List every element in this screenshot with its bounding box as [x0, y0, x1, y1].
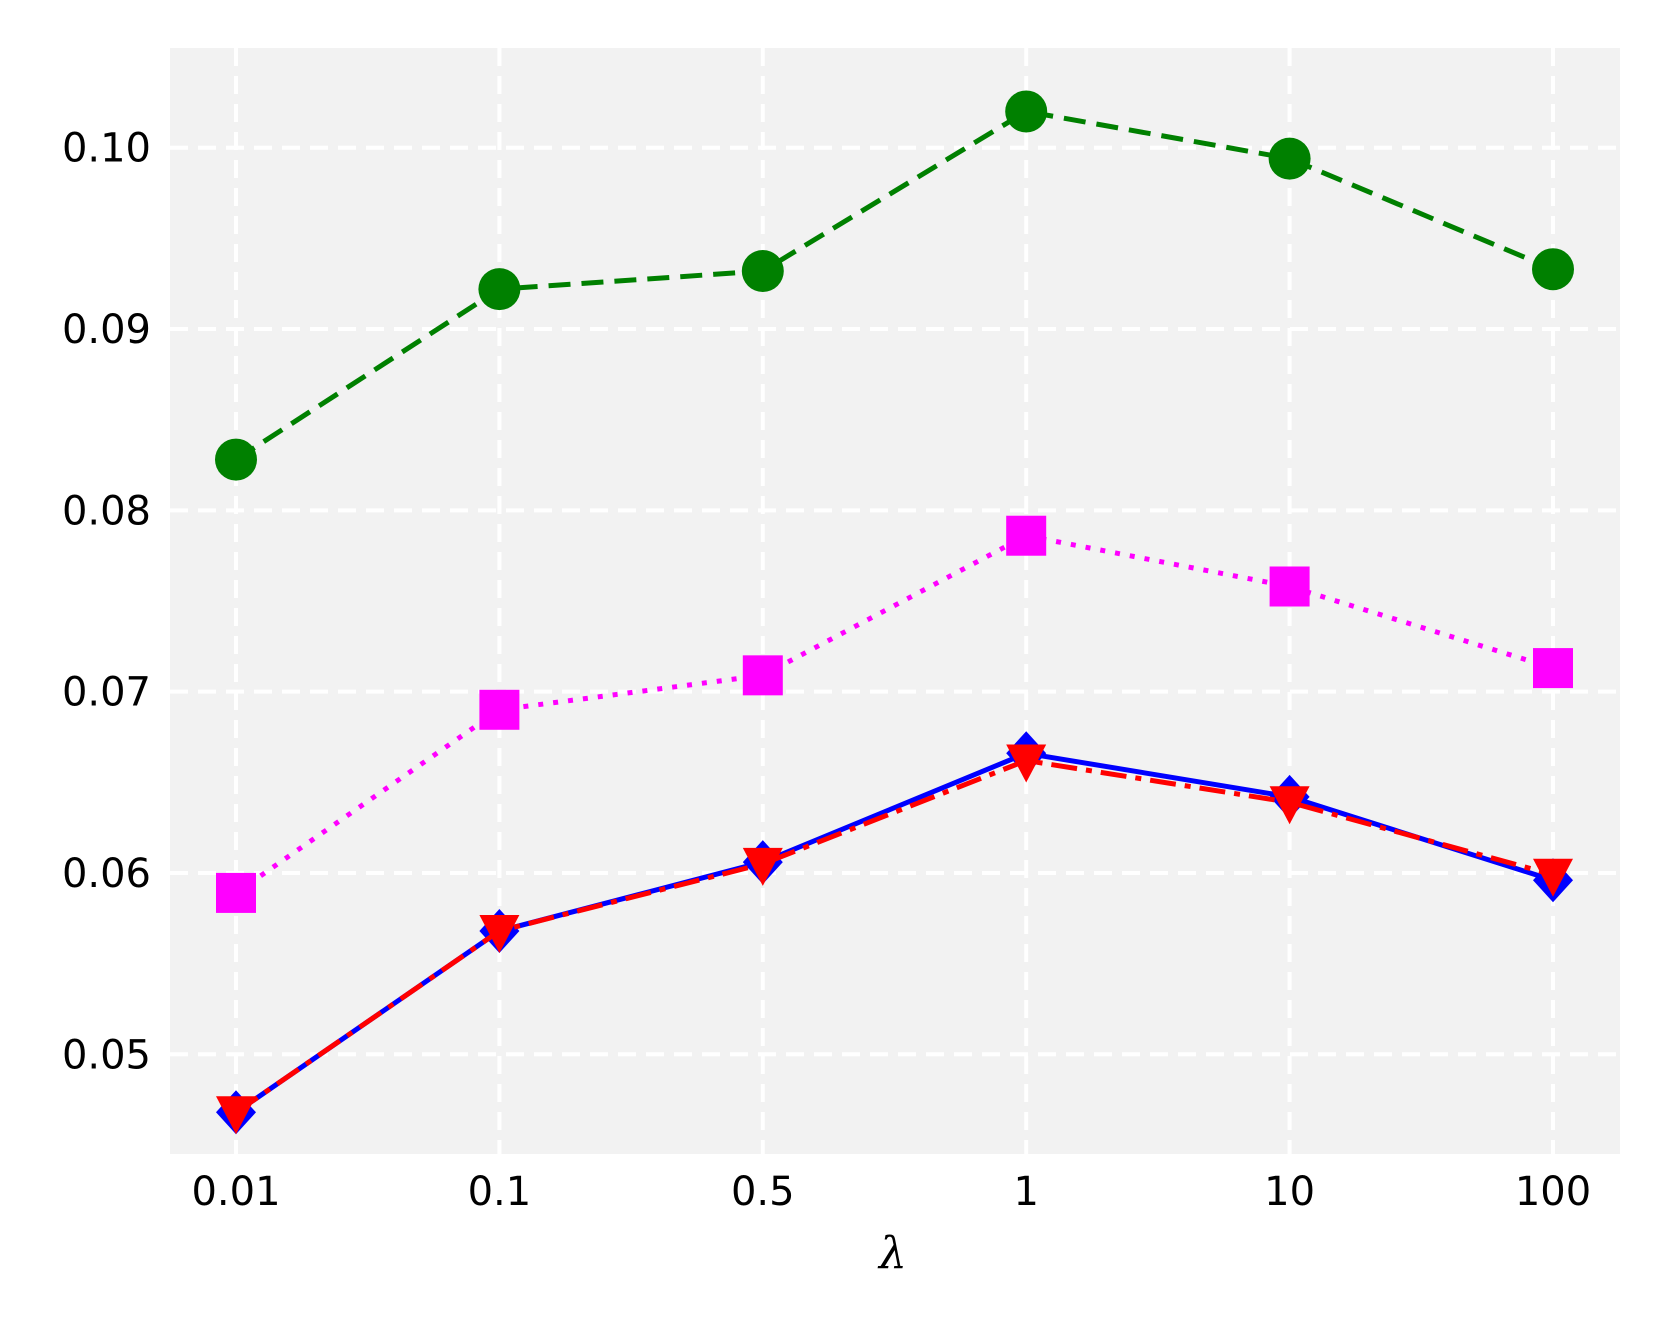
data-point: [216, 872, 256, 913]
x-tick-label: 0.5: [731, 1169, 795, 1215]
data-point: [215, 438, 257, 481]
series-circle: [215, 90, 1574, 481]
x-tick-label: 1: [1013, 1169, 1038, 1215]
data-point: [742, 655, 783, 696]
series-line: [234, 533, 1554, 895]
x-axis-label: λ: [877, 1228, 907, 1279]
data-point: [1005, 90, 1048, 133]
data-point: [478, 268, 521, 311]
data-point: [1532, 248, 1574, 291]
x-tick-label: 0.1: [468, 1169, 532, 1215]
series-line: [234, 108, 1554, 462]
data-point: [1268, 137, 1311, 180]
data-point: [1269, 786, 1310, 825]
data-point: [1533, 648, 1573, 689]
data-point: [742, 847, 783, 886]
y-tick-label: 0.08: [62, 488, 151, 534]
series-square: [216, 515, 1573, 913]
data-point: [1533, 858, 1573, 897]
data-point: [216, 1096, 256, 1135]
data-point: [479, 689, 520, 730]
y-tick-label: 0.07: [62, 670, 151, 716]
y-tick-label: 0.10: [62, 126, 151, 172]
data-point: [1006, 744, 1047, 783]
data-point: [1269, 566, 1310, 607]
x-tick-label: 100: [1515, 1169, 1591, 1215]
data-point: [479, 914, 520, 953]
series-layer: [215, 90, 1574, 1135]
plot-background: [170, 48, 1620, 1154]
tick-labels: 0.01 0.1 0.5 1 10 100 0.05 0.06 0.07 0.08 0.09 0.10: [62, 126, 1591, 1215]
y-tick-label: 0.05: [62, 1032, 151, 1078]
x-tick-label: 10: [1264, 1169, 1315, 1215]
series-triangle-down: [216, 744, 1573, 1135]
y-tick-label: 0.06: [62, 851, 151, 897]
data-point: [741, 250, 784, 293]
grid: [170, 48, 1620, 1154]
series-line: [234, 758, 1554, 1115]
x-tick-label: 0.01: [191, 1169, 280, 1215]
data-point: [1006, 515, 1047, 556]
y-tick-label: 0.09: [62, 307, 151, 353]
